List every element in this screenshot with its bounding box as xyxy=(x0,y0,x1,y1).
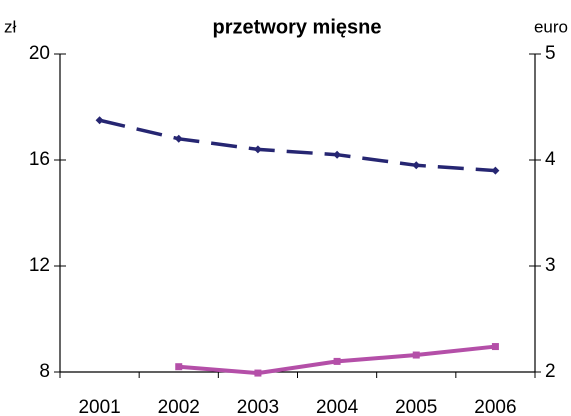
point xyxy=(254,369,262,377)
point xyxy=(412,351,420,359)
point xyxy=(491,343,499,351)
point xyxy=(253,145,262,154)
y-unit: zł xyxy=(4,17,17,36)
x-tick-label: 2003 xyxy=(237,397,279,416)
y2-unit: euro xyxy=(534,17,568,36)
x-tick-label: 2005 xyxy=(395,397,437,416)
y2-tick-label: 2 xyxy=(545,361,556,382)
point xyxy=(95,116,104,125)
x-tick-label: 2002 xyxy=(158,397,200,416)
point xyxy=(174,134,183,143)
y-tick-label: 8 xyxy=(39,361,50,382)
y2-tick-label: 5 xyxy=(545,43,556,64)
series-line xyxy=(99,118,496,173)
point xyxy=(175,363,183,371)
y-tick-label: 12 xyxy=(29,255,50,276)
point xyxy=(333,357,341,365)
y-tick-label: 16 xyxy=(29,149,50,170)
chart-title: przetwory mięsne xyxy=(213,16,382,38)
y2-tick-label: 4 xyxy=(545,149,556,170)
y-tick-label: 20 xyxy=(29,43,50,64)
point xyxy=(412,161,421,170)
x-tick-label: 2001 xyxy=(78,397,120,416)
x-tick-label: 2004 xyxy=(316,397,359,416)
point xyxy=(491,166,500,175)
point xyxy=(333,150,342,159)
y2-tick-label: 3 xyxy=(545,255,556,276)
x-tick-label: 2006 xyxy=(474,397,516,416)
